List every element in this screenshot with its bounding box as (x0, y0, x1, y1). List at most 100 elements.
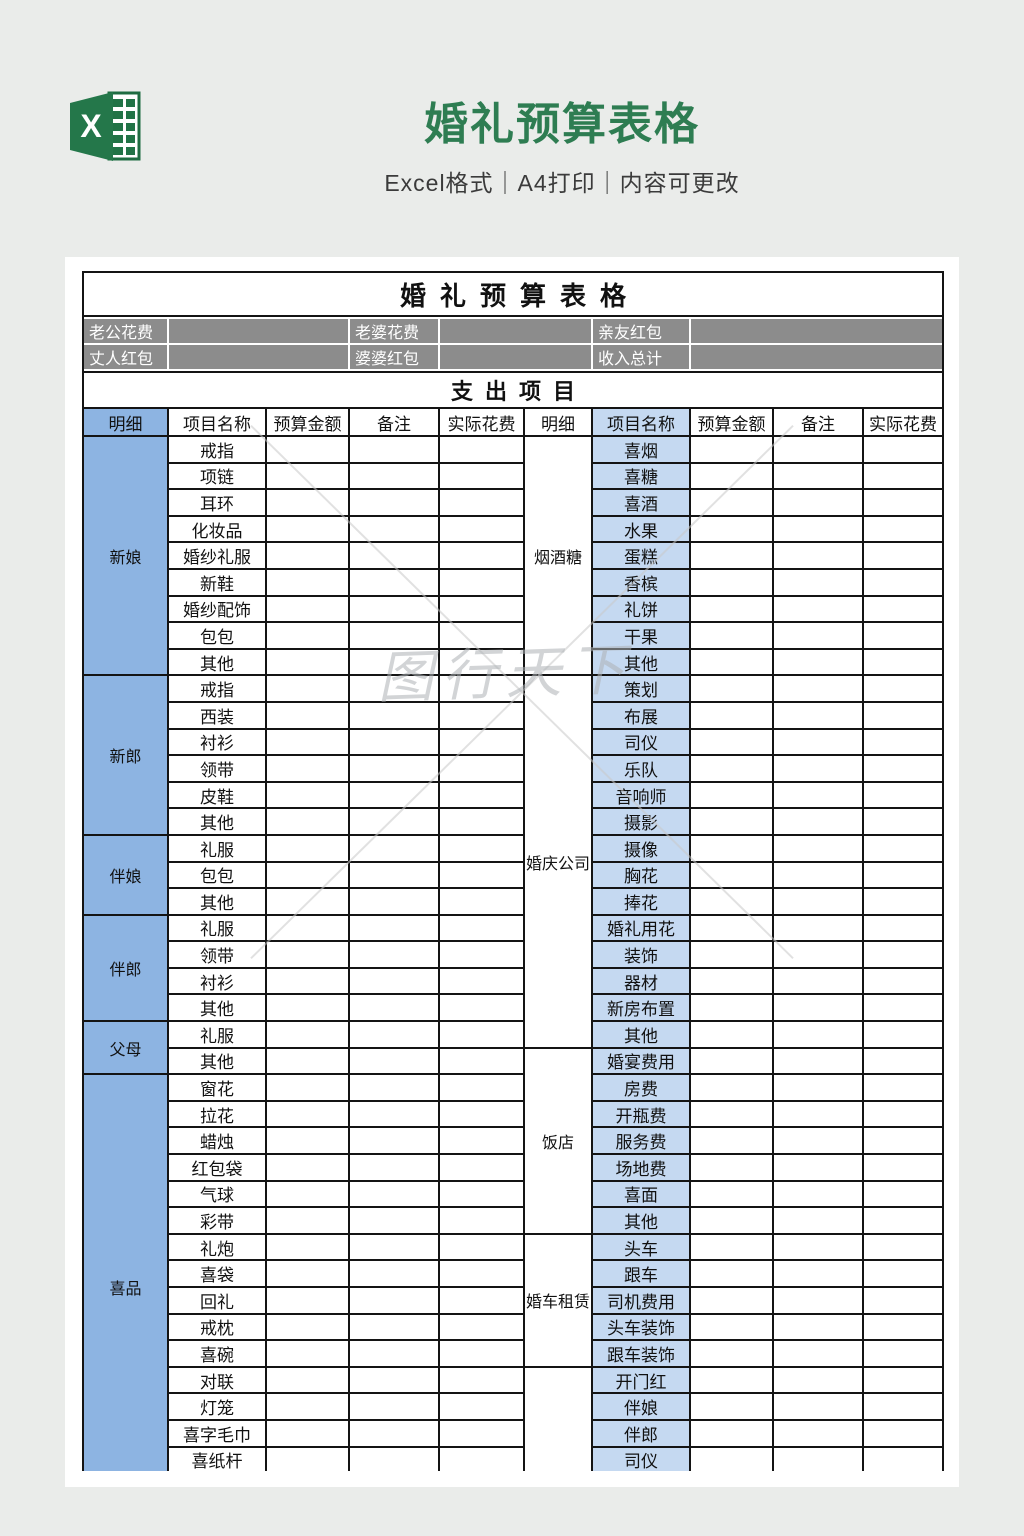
note-cell[interactable] (350, 835, 438, 861)
actual-cost-cell[interactable] (440, 463, 523, 489)
actual-cost-cell[interactable] (864, 915, 942, 941)
budget-amount-cell[interactable] (691, 437, 772, 462)
note-cell[interactable] (774, 756, 862, 781)
actual-cost-cell[interactable] (440, 1447, 523, 1471)
actual-cost-cell[interactable] (864, 1155, 942, 1180)
actual-cost-cell[interactable] (440, 1367, 523, 1393)
note-cell[interactable] (350, 702, 438, 728)
actual-cost-cell[interactable] (440, 1075, 523, 1100)
budget-amount-cell[interactable] (267, 1128, 348, 1154)
note-cell[interactable] (350, 1128, 438, 1154)
budget-amount-cell[interactable] (267, 649, 348, 675)
note-cell[interactable] (774, 729, 862, 755)
actual-cost-cell[interactable] (440, 968, 523, 994)
actual-cost-cell[interactable] (440, 569, 523, 595)
actual-cost-cell[interactable] (440, 1261, 523, 1286)
actual-cost-cell[interactable] (440, 756, 523, 781)
budget-amount-cell[interactable] (267, 782, 348, 808)
note-cell[interactable] (350, 915, 438, 941)
budget-amount-cell[interactable] (267, 1288, 348, 1313)
budget-amount-cell[interactable] (691, 835, 772, 861)
budget-amount-cell[interactable] (691, 463, 772, 489)
budget-amount-cell[interactable] (691, 1101, 772, 1127)
note-cell[interactable] (774, 702, 862, 728)
actual-cost-cell[interactable] (440, 915, 523, 941)
actual-cost-cell[interactable] (864, 809, 942, 834)
actual-cost-cell[interactable] (864, 1022, 942, 1047)
actual-cost-cell[interactable] (440, 1420, 523, 1446)
budget-amount-cell[interactable] (267, 676, 348, 701)
budget-amount-cell[interactable] (691, 623, 772, 648)
actual-cost-cell[interactable] (864, 1128, 942, 1154)
note-cell[interactable] (350, 437, 438, 462)
note-cell[interactable] (350, 1288, 438, 1313)
note-cell[interactable] (350, 1208, 438, 1233)
income-value-cell[interactable] (691, 345, 942, 369)
budget-amount-cell[interactable] (691, 756, 772, 781)
budget-amount-cell[interactable] (267, 516, 348, 542)
budget-amount-cell[interactable] (267, 1048, 348, 1074)
actual-cost-cell[interactable] (864, 1394, 942, 1419)
budget-amount-cell[interactable] (691, 1288, 772, 1313)
budget-amount-cell[interactable] (267, 995, 348, 1021)
budget-amount-cell[interactable] (267, 1234, 348, 1260)
actual-cost-cell[interactable] (864, 623, 942, 648)
note-cell[interactable] (774, 1075, 862, 1100)
budget-amount-cell[interactable] (691, 1048, 772, 1074)
income-value-cell[interactable] (440, 319, 591, 343)
actual-cost-cell[interactable] (864, 463, 942, 489)
actual-cost-cell[interactable] (864, 1341, 942, 1366)
note-cell[interactable] (774, 543, 862, 568)
note-cell[interactable] (774, 1234, 862, 1260)
note-cell[interactable] (774, 623, 862, 648)
actual-cost-cell[interactable] (440, 835, 523, 861)
budget-amount-cell[interactable] (267, 437, 348, 462)
actual-cost-cell[interactable] (440, 1101, 523, 1127)
budget-amount-cell[interactable] (691, 1394, 772, 1419)
actual-cost-cell[interactable] (864, 1288, 942, 1313)
note-cell[interactable] (350, 968, 438, 994)
actual-cost-cell[interactable] (864, 1261, 942, 1286)
note-cell[interactable] (774, 1420, 862, 1446)
note-cell[interactable] (350, 889, 438, 914)
budget-amount-cell[interactable] (267, 1155, 348, 1180)
note-cell[interactable] (774, 649, 862, 675)
note-cell[interactable] (774, 516, 862, 542)
note-cell[interactable] (350, 1394, 438, 1419)
budget-amount-cell[interactable] (267, 1022, 348, 1047)
budget-amount-cell[interactable] (691, 782, 772, 808)
actual-cost-cell[interactable] (440, 1288, 523, 1313)
note-cell[interactable] (774, 862, 862, 888)
budget-amount-cell[interactable] (267, 942, 348, 967)
note-cell[interactable] (774, 1101, 862, 1127)
actual-cost-cell[interactable] (440, 809, 523, 834)
actual-cost-cell[interactable] (864, 835, 942, 861)
budget-amount-cell[interactable] (691, 596, 772, 622)
note-cell[interactable] (774, 1128, 862, 1154)
budget-amount-cell[interactable] (691, 995, 772, 1021)
budget-amount-cell[interactable] (691, 1341, 772, 1366)
actual-cost-cell[interactable] (864, 889, 942, 914)
actual-cost-cell[interactable] (440, 702, 523, 728)
note-cell[interactable] (350, 649, 438, 675)
budget-amount-cell[interactable] (691, 942, 772, 967)
budget-amount-cell[interactable] (267, 756, 348, 781)
actual-cost-cell[interactable] (440, 1394, 523, 1419)
budget-amount-cell[interactable] (267, 1181, 348, 1207)
actual-cost-cell[interactable] (864, 1181, 942, 1207)
note-cell[interactable] (774, 1367, 862, 1393)
note-cell[interactable] (350, 490, 438, 515)
actual-cost-cell[interactable] (864, 437, 942, 462)
actual-cost-cell[interactable] (864, 729, 942, 755)
budget-amount-cell[interactable] (691, 915, 772, 941)
actual-cost-cell[interactable] (864, 1420, 942, 1446)
note-cell[interactable] (350, 1234, 438, 1260)
budget-amount-cell[interactable] (267, 702, 348, 728)
budget-amount-cell[interactable] (267, 1420, 348, 1446)
note-cell[interactable] (350, 1048, 438, 1074)
actual-cost-cell[interactable] (440, 1022, 523, 1047)
budget-amount-cell[interactable] (691, 569, 772, 595)
note-cell[interactable] (774, 1394, 862, 1419)
note-cell[interactable] (350, 756, 438, 781)
note-cell[interactable] (774, 968, 862, 994)
